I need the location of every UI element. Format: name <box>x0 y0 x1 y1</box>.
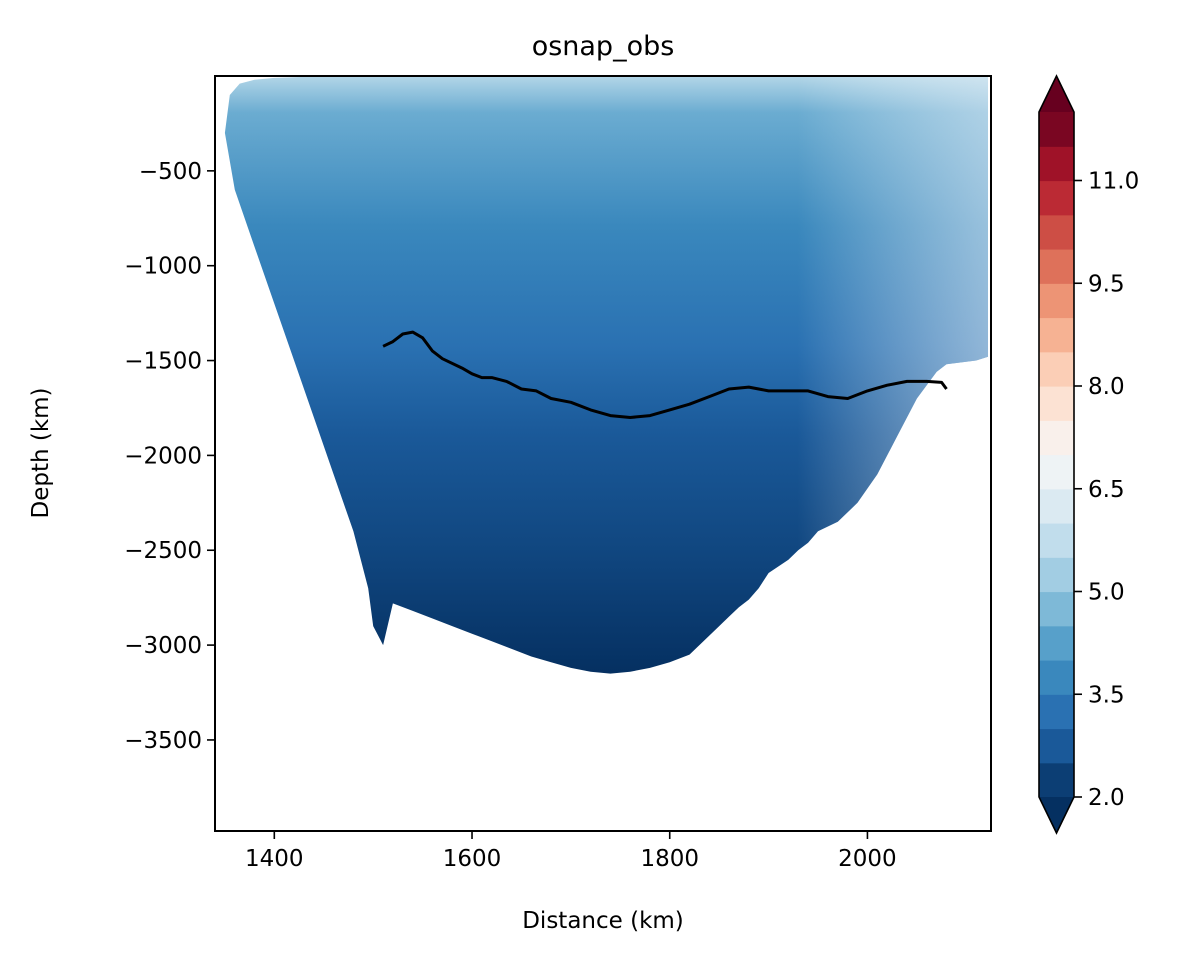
y-axis: −500 −1000 −1500 −2000 −2500 −3000 −3500 <box>124 159 215 754</box>
colorbar-level <box>1039 625 1074 661</box>
colorbar-extend-min <box>1039 797 1074 833</box>
y-tick-label: −3500 <box>124 728 202 754</box>
contour-line <box>382 330 948 419</box>
colorbar-tick-label: 6.5 <box>1088 477 1125 503</box>
colorbar-ticks: 2.0 3.5 5.0 6.5 8.0 9.5 11.0 <box>1074 169 1139 811</box>
y-tick-label: −2500 <box>124 538 202 564</box>
colorbar-level <box>1039 762 1074 798</box>
chart-title: osnap_obs <box>532 31 675 62</box>
x-tick-label: 1600 <box>443 846 502 872</box>
y-tick-label: −1500 <box>124 349 202 375</box>
x-tick-label: 2000 <box>838 846 897 872</box>
colorbar-level <box>1039 214 1074 250</box>
colorbar-level <box>1039 146 1074 182</box>
x-tick-label: 1800 <box>640 846 699 872</box>
y-tick-label: −500 <box>139 159 202 185</box>
colorbar-level <box>1039 488 1074 524</box>
colorbar <box>1038 74 1075 835</box>
x-axis: 1400 1600 1800 2000 <box>245 831 897 872</box>
colorbar-tick-label: 9.5 <box>1088 271 1125 297</box>
colorbar-level <box>1039 283 1074 319</box>
colorbar-tick-label: 2.0 <box>1088 785 1125 811</box>
colorbar-level <box>1039 351 1074 387</box>
colorbar-level <box>1039 557 1074 593</box>
colorbar-level <box>1039 660 1074 695</box>
colorbar-level <box>1039 523 1074 558</box>
contour-fill <box>224 76 988 674</box>
colorbar-tick-label: 3.5 <box>1088 682 1125 708</box>
colorbar-tick-label: 8.0 <box>1088 374 1125 400</box>
y-tick-label: −2000 <box>124 443 202 469</box>
colorbar-tick-label: 5.0 <box>1088 580 1125 606</box>
y-axis-label: Depth (km) <box>28 387 54 518</box>
colorbar-level <box>1039 249 1074 284</box>
colorbar-level <box>1039 694 1074 730</box>
x-axis-label: Distance (km) <box>522 908 684 934</box>
colorbar-level <box>1039 591 1074 627</box>
colorbar-level <box>1039 454 1074 490</box>
plot-area: 1400 1600 1800 2000 −500 −1000 −1500 −2000 −250… <box>124 75 992 872</box>
colorbar-level <box>1039 180 1074 216</box>
x-tick-label: 1400 <box>245 846 304 872</box>
plot-frame <box>214 75 992 832</box>
y-tick-label: −3000 <box>124 633 202 659</box>
colorbar-level <box>1039 112 1074 147</box>
colorbar-extend-max <box>1039 76 1074 112</box>
colorbar-level <box>1039 420 1074 456</box>
colorbar-level <box>1039 728 1074 764</box>
contour-region-overlay <box>224 76 988 674</box>
colorbar-level <box>1039 386 1074 421</box>
colorbar-level <box>1039 317 1074 353</box>
colorbar-tick-label: 11.0 <box>1088 169 1139 195</box>
y-tick-label: −1000 <box>124 254 202 280</box>
